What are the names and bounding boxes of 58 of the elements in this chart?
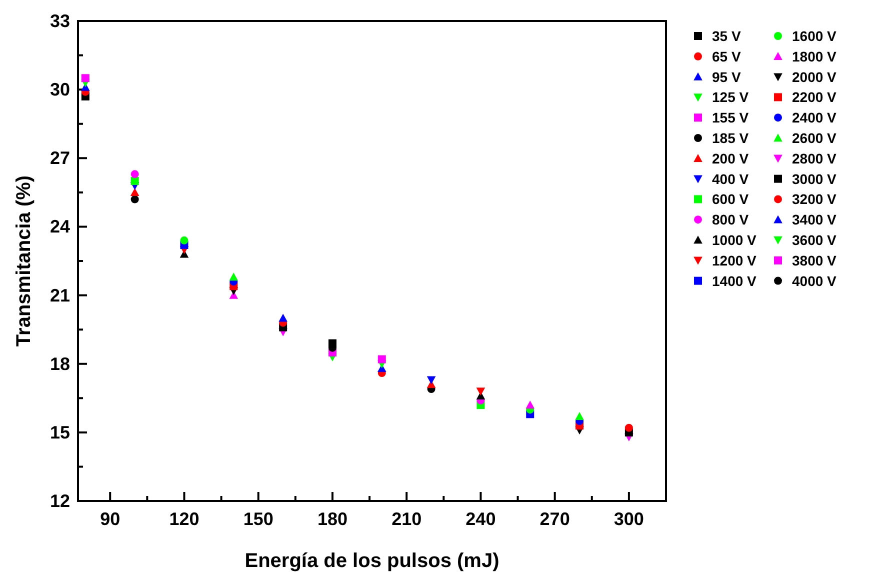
legend-label: 3600 V — [792, 232, 838, 248]
point — [229, 272, 238, 281]
y-tick-label: 27 — [50, 148, 70, 168]
legend-label: 35 V — [712, 28, 742, 44]
legend-label: 185 V — [712, 130, 750, 146]
point — [378, 355, 386, 364]
legend-label: 155 V — [712, 110, 750, 126]
legend-label: 2000 V — [792, 68, 838, 85]
y-tick-label: 21 — [50, 285, 70, 306]
legend-label: 3800 V — [792, 252, 838, 268]
legend-label: 400 V — [712, 170, 750, 187]
legend-label: 3000 V — [792, 170, 838, 187]
legend-label: 2200 V — [792, 89, 838, 106]
x-axis-title: Energía de los pulsos (mJ) — [244, 550, 500, 572]
x-tick-label: 90 — [100, 509, 120, 529]
x-tick-label: 120 — [169, 509, 200, 529]
point — [130, 195, 139, 204]
point — [130, 170, 139, 178]
legend-label: 200 V — [712, 150, 750, 166]
legend-label: 3200 V — [792, 191, 838, 208]
legend-label: 2600 V — [792, 130, 838, 146]
y-tick-label: 24 — [50, 216, 70, 237]
legend-label: 125 V — [712, 89, 750, 106]
legend-label: 600 V — [712, 191, 750, 208]
x-tick-label: 240 — [466, 509, 496, 529]
legend-label: 1800 V — [792, 48, 838, 64]
y-tick-label: 30 — [50, 80, 70, 100]
legend-label: 3400 V — [792, 212, 838, 228]
legend-label: 1600 V — [792, 28, 838, 44]
x-tick-label: 180 — [317, 509, 348, 529]
point — [130, 188, 140, 196]
legend-label: 2800 V — [792, 150, 838, 166]
point — [426, 376, 436, 384]
point — [575, 412, 584, 420]
y-tick-label: 18 — [50, 354, 70, 374]
x-tick-label: 150 — [243, 509, 274, 529]
point — [526, 400, 535, 409]
point — [130, 177, 139, 185]
point — [278, 314, 288, 322]
y-axis-title: Transmitancia (%) — [13, 175, 35, 347]
legend-label: 4000 V — [792, 272, 838, 289]
legend-label: 65 V — [712, 48, 742, 64]
point — [180, 236, 188, 244]
point — [476, 388, 486, 396]
y-tick-label: 33 — [50, 11, 70, 31]
point — [624, 424, 633, 432]
x-tick-label: 210 — [392, 509, 422, 529]
legend-label: 1400 V — [712, 272, 758, 289]
x-tick-label: 300 — [614, 509, 644, 529]
legend-label: 1000 V — [712, 232, 758, 248]
legend-label: 95 V — [712, 68, 742, 85]
point — [81, 74, 90, 82]
legend-label: 1200 V — [712, 252, 758, 268]
legend-label: 800 V — [712, 212, 750, 228]
legend-label: 2400 V — [792, 110, 838, 126]
x-tick-label: 270 — [540, 509, 570, 529]
y-tick-label: 15 — [50, 422, 70, 442]
y-tick-label: 12 — [50, 491, 70, 511]
